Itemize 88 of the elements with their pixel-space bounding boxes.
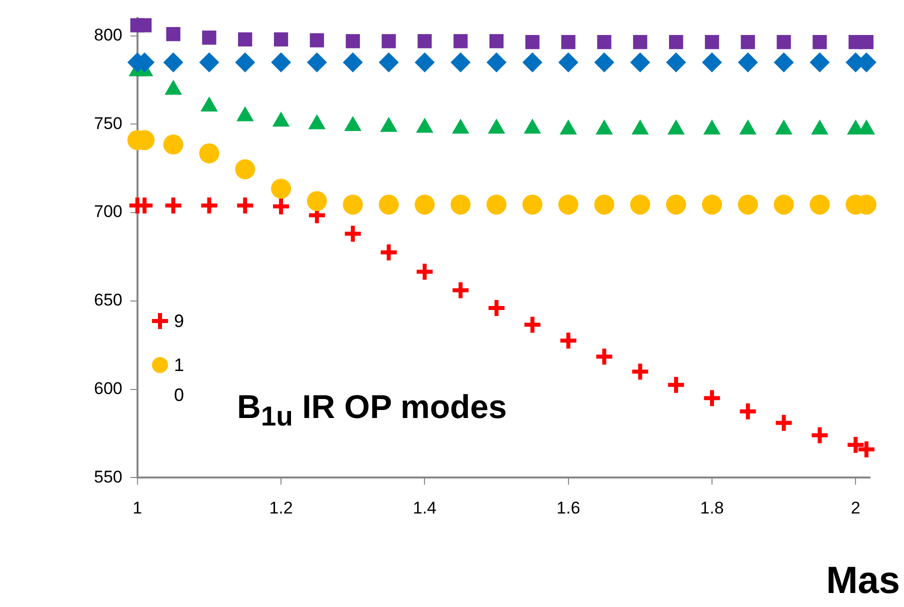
annotation: B$_{1u}$ IR OP modes bbox=[237, 388, 507, 433]
point bbox=[274, 32, 288, 46]
point bbox=[310, 33, 324, 48]
point bbox=[414, 262, 435, 282]
x-tick-label: 1.2 bbox=[269, 498, 293, 518]
point bbox=[238, 32, 252, 46]
point bbox=[271, 52, 292, 72]
point bbox=[202, 30, 216, 45]
point bbox=[342, 52, 363, 72]
x-tick-label: 1.8 bbox=[700, 498, 724, 518]
point bbox=[594, 52, 614, 72]
point bbox=[633, 34, 648, 50]
point bbox=[306, 52, 327, 72]
legend-label: 9 bbox=[174, 310, 185, 333]
point bbox=[738, 52, 758, 72]
point bbox=[702, 388, 722, 408]
x-tick-label: 2 bbox=[850, 498, 860, 518]
point bbox=[558, 330, 578, 351]
legend-label: 10 bbox=[174, 354, 185, 407]
point bbox=[666, 52, 686, 72]
point bbox=[418, 34, 432, 48]
point bbox=[166, 27, 180, 42]
point bbox=[454, 34, 468, 48]
x-tick-label: 1.6 bbox=[556, 498, 580, 518]
point bbox=[702, 194, 722, 215]
point bbox=[630, 362, 650, 382]
point bbox=[342, 224, 363, 244]
x-tick-label: 1.4 bbox=[412, 498, 436, 518]
point bbox=[702, 52, 722, 72]
point bbox=[414, 194, 435, 215]
point bbox=[163, 134, 184, 155]
point bbox=[199, 143, 220, 164]
point bbox=[776, 34, 791, 50]
point bbox=[235, 159, 256, 180]
point bbox=[594, 346, 614, 367]
point bbox=[561, 34, 576, 50]
point bbox=[450, 52, 471, 72]
point bbox=[558, 194, 578, 215]
point bbox=[666, 374, 686, 395]
point bbox=[774, 194, 794, 215]
point bbox=[378, 52, 399, 72]
point bbox=[450, 194, 471, 215]
point bbox=[740, 34, 755, 50]
point bbox=[774, 52, 794, 72]
point bbox=[558, 52, 578, 72]
point bbox=[271, 178, 292, 199]
point bbox=[414, 52, 435, 72]
point bbox=[342, 194, 363, 215]
point bbox=[704, 34, 720, 50]
point bbox=[486, 52, 506, 72]
point bbox=[630, 194, 650, 215]
point bbox=[235, 52, 256, 72]
point bbox=[137, 18, 152, 32]
point bbox=[810, 52, 830, 72]
point bbox=[812, 34, 827, 50]
y-tick-label: 700 bbox=[94, 202, 122, 222]
point bbox=[306, 191, 327, 212]
point bbox=[810, 425, 830, 446]
y-tick-label: 550 bbox=[94, 467, 122, 486]
point bbox=[522, 194, 542, 215]
y-tick-label: 800 bbox=[94, 26, 122, 45]
point bbox=[810, 194, 830, 215]
point bbox=[666, 194, 686, 215]
point bbox=[630, 52, 650, 72]
point bbox=[522, 52, 542, 72]
point bbox=[774, 412, 794, 433]
x-axis-title: Mas bbox=[826, 560, 900, 603]
point bbox=[378, 242, 399, 262]
y-tick-label: 750 bbox=[94, 114, 122, 133]
point bbox=[594, 194, 614, 215]
point bbox=[489, 34, 504, 48]
y-tick-label: 600 bbox=[94, 378, 122, 398]
point bbox=[486, 194, 506, 215]
y-tick-label: 650 bbox=[94, 290, 122, 310]
point bbox=[450, 280, 471, 300]
point bbox=[163, 52, 184, 72]
point bbox=[378, 194, 399, 215]
point bbox=[738, 194, 758, 215]
point bbox=[859, 34, 874, 50]
point bbox=[382, 34, 396, 48]
point bbox=[668, 34, 684, 50]
point bbox=[199, 52, 220, 72]
x-tick-label: 1 bbox=[132, 498, 142, 518]
point bbox=[525, 34, 540, 50]
point bbox=[346, 34, 360, 48]
point bbox=[522, 314, 542, 335]
point bbox=[738, 401, 758, 422]
point bbox=[597, 34, 612, 50]
